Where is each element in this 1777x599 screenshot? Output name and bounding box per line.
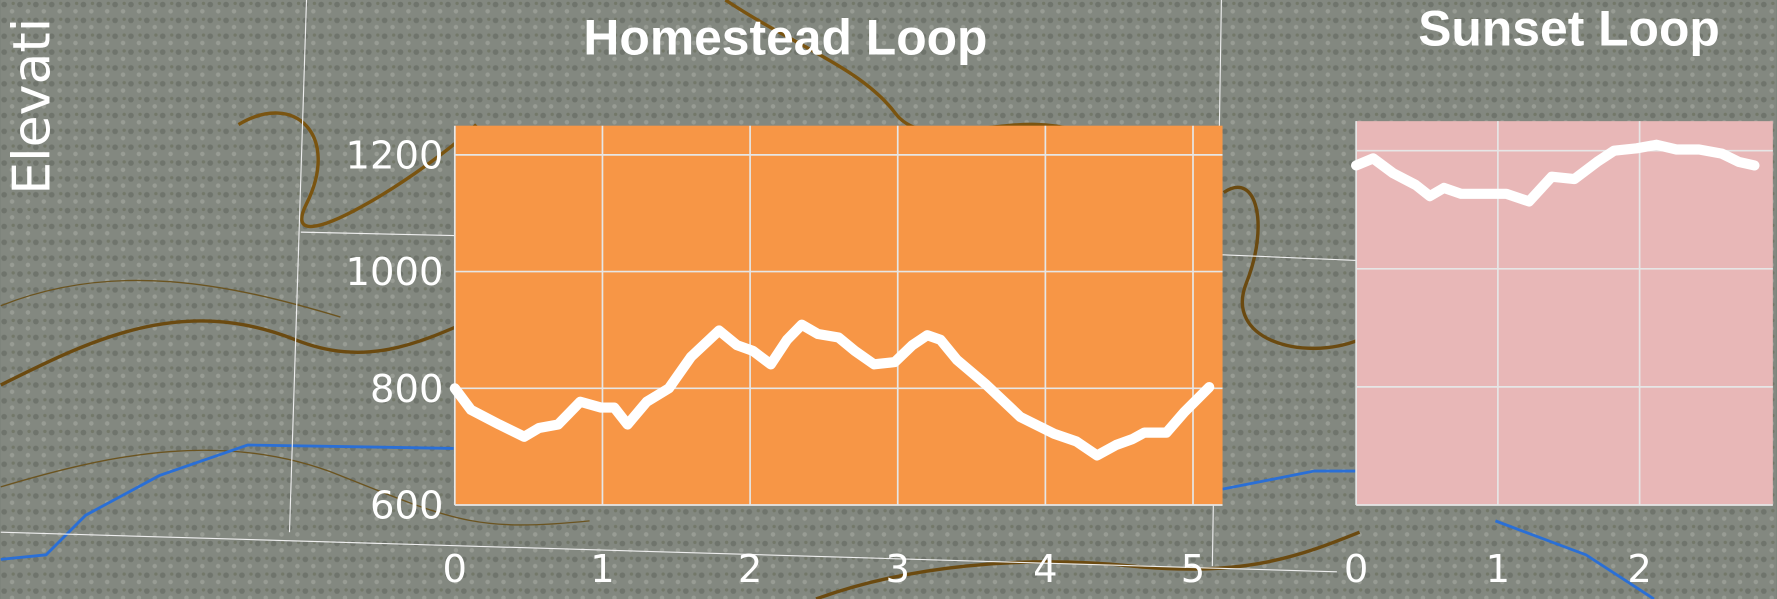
x-tick-label: 2 xyxy=(1627,547,1652,592)
y-tick-label: 800 xyxy=(370,367,443,412)
y-tick-label: 600 xyxy=(370,484,443,529)
chart-title: Homestead Loop xyxy=(583,9,987,65)
x-tick-label: 0 xyxy=(443,547,468,592)
x-tick-label: 2 xyxy=(738,547,763,592)
x-tick-label: 1 xyxy=(590,547,615,592)
y-tick-label: 1200 xyxy=(346,133,444,178)
x-tick-label: 1 xyxy=(1486,547,1511,592)
chart: 600 800 1000 1200 0 1 2 3 4 5 Homestead Loop Elevat… xyxy=(0,0,1777,599)
x-tick-label: 0 xyxy=(1344,547,1368,592)
x-tick-label: 5 xyxy=(1181,547,1206,592)
x-tick-label: 4 xyxy=(1033,547,1058,592)
y-axis-label: Elevati xyxy=(2,18,62,195)
y-tick-label: 1000 xyxy=(346,250,444,295)
x-tick-label: 3 xyxy=(885,547,910,592)
chart-title: Sunset Loop xyxy=(1418,0,1720,56)
